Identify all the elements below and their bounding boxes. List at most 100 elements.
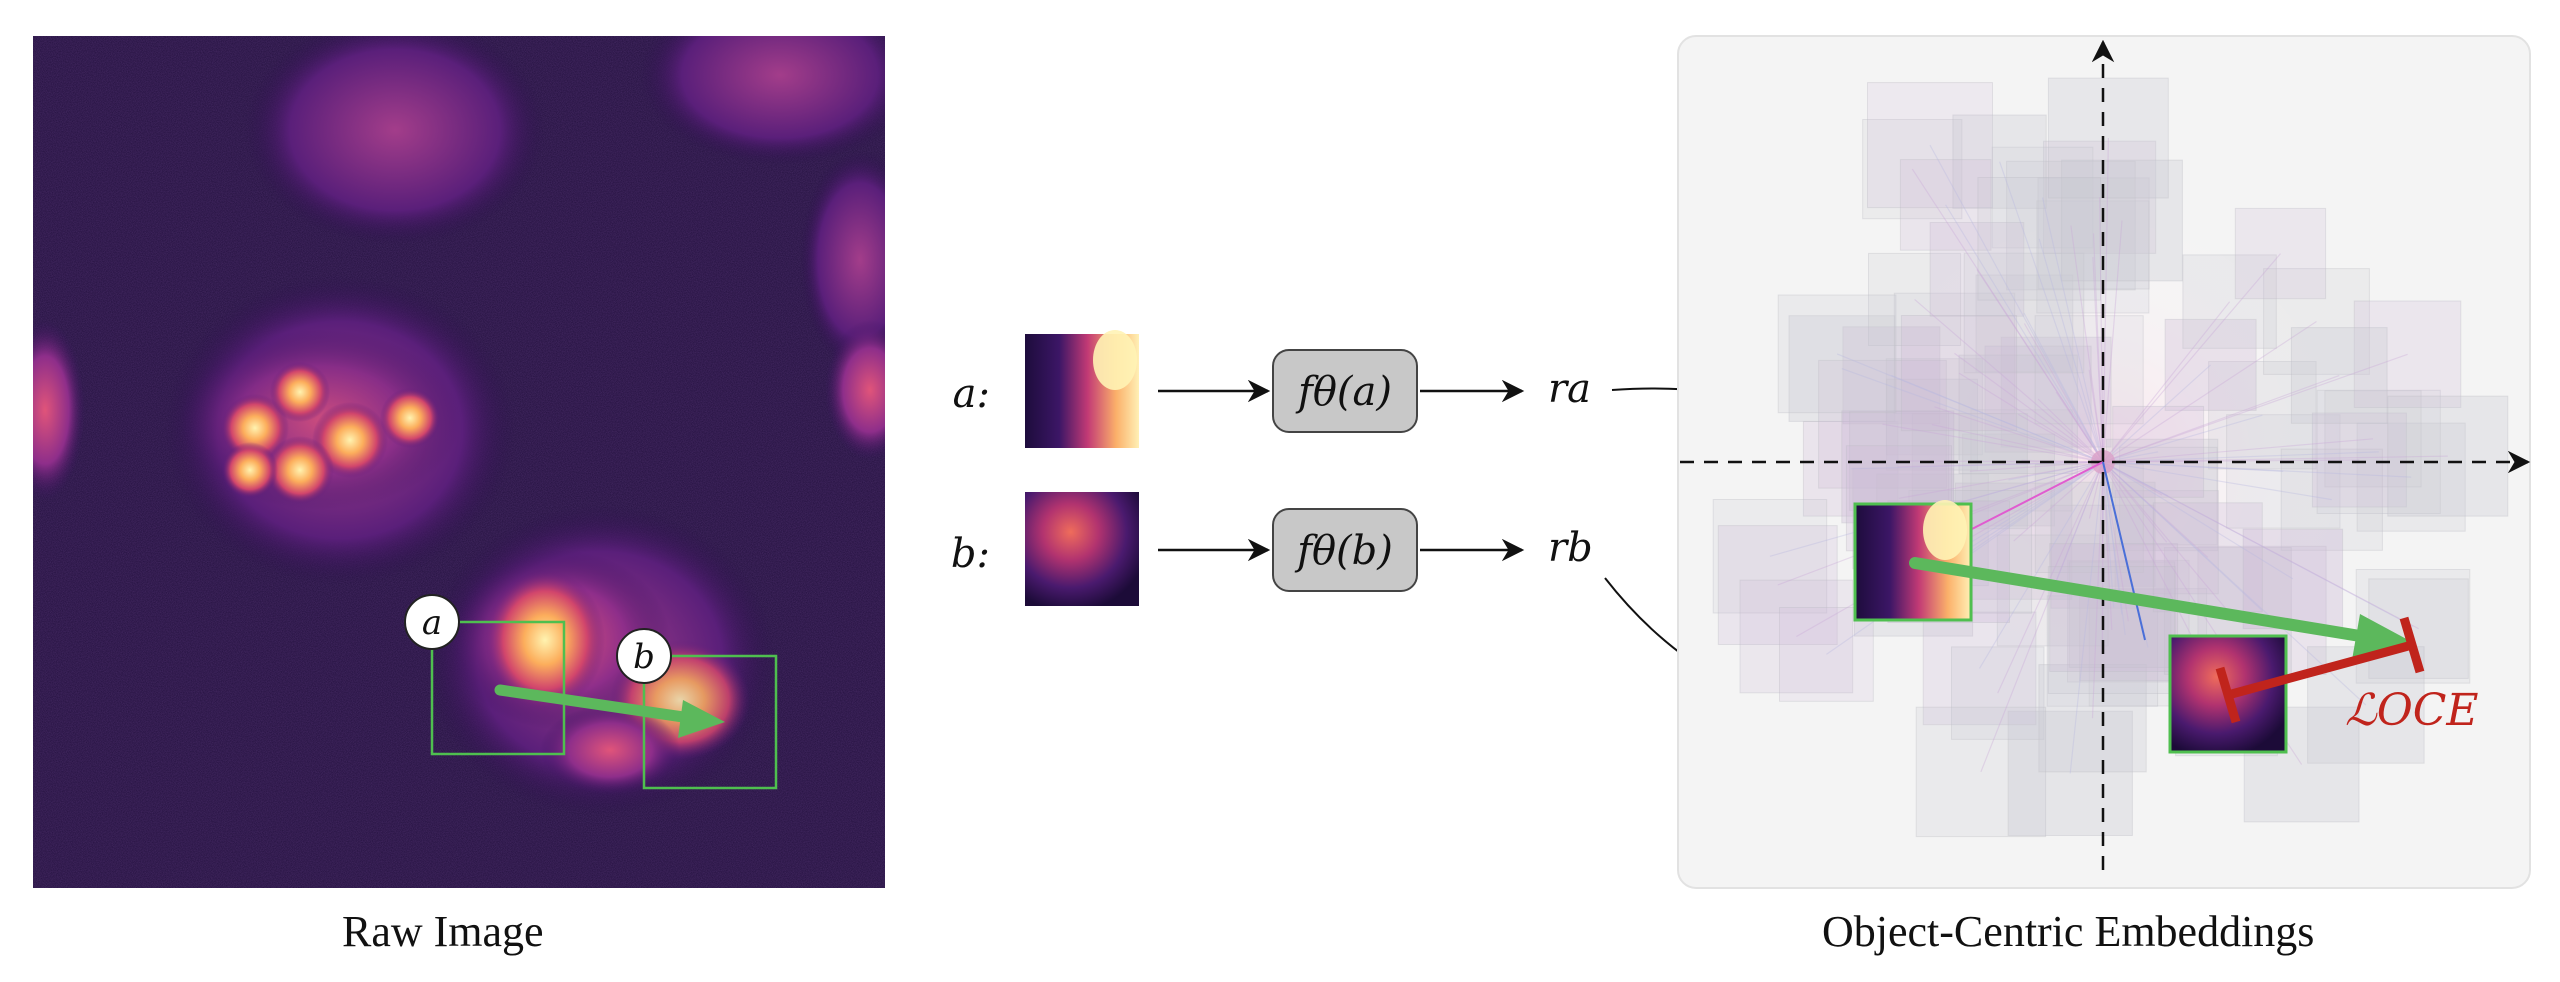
embedding-ray: [1954, 352, 2104, 463]
embedding-tile: [2164, 318, 2257, 411]
embedding-ray: [1911, 168, 2104, 463]
embedding-tile: [1951, 646, 2045, 740]
embedding-ray: [2102, 461, 2284, 472]
embedding-ray: [2092, 256, 2104, 463]
embedding-ray: [2037, 398, 2104, 463]
embedding-tile: [1779, 607, 1874, 702]
label-circle-b: [616, 628, 672, 684]
embedding-ray: [2102, 461, 2126, 636]
embedding-tile: [1788, 315, 1896, 422]
embedding-tile: [2182, 254, 2277, 349]
embedding-tile: [2037, 177, 2150, 290]
embedding-ray: [2070, 225, 2104, 463]
embedding-tile: [1977, 177, 2102, 301]
embedding-tile: [1868, 252, 1962, 346]
embedding-tile: [2061, 159, 2183, 282]
embedding-tile: [2242, 528, 2344, 630]
embedding-ray: [2102, 374, 2340, 463]
output-label-rb: rb: [1548, 525, 1593, 571]
embedding-ray: [2102, 461, 2168, 543]
pipeline-row-b: b: fθ(b) rb: [951, 492, 1593, 606]
embedding-tile: [2112, 405, 2205, 498]
embedding-ray: [2052, 461, 2104, 591]
embedding-tile: [1867, 82, 1993, 209]
embedding-ray: [2102, 353, 2408, 463]
embedding-tile: [1739, 579, 1854, 694]
embedding-ray: [1945, 204, 2104, 463]
embedding-tile: [1893, 292, 2016, 415]
embedding-ray: [2023, 323, 2104, 463]
embedding-tile: [1975, 274, 2074, 373]
embedding-tile: [1885, 358, 1983, 456]
embedding-tile: [1922, 611, 2037, 726]
embedding-tile: [1963, 252, 2085, 374]
embedding-ray: [2102, 301, 2231, 463]
embedding-ray: [1914, 298, 2104, 463]
embedding-tile: [2152, 502, 2263, 613]
embedding-ray: [1931, 424, 2104, 463]
embedding-ray: [2099, 197, 2104, 463]
embedding-tile: [1984, 345, 2092, 453]
embedding-tile: [1712, 499, 1828, 614]
embedding-ray: [1850, 461, 2104, 470]
embedding-ray: [1934, 406, 2104, 463]
crop-box-b: [642, 654, 778, 790]
embedding-ray: [1929, 144, 2104, 463]
embedding-ray: [1958, 372, 2104, 463]
embedding-ray: [1891, 374, 2104, 463]
embedding-tile: [1991, 146, 2094, 249]
embedding-tile: [1900, 315, 2018, 432]
raw-image: a b: [33, 36, 885, 888]
embedding-ray: [2102, 461, 2113, 631]
caption-object-centric-embeddings: Object-Centric Embeddings: [1822, 907, 2315, 956]
output-label-ra: ra: [1548, 366, 1591, 412]
embedding-ray: [2102, 364, 2212, 463]
embedding-ray: [2102, 461, 2229, 612]
embedding-tile: [2280, 448, 2383, 551]
embedding-tile: [2105, 438, 2219, 552]
embedding-tile: [1842, 326, 1941, 425]
embedding-tile: [2000, 336, 2112, 448]
embedding-ray: [1976, 269, 2104, 463]
embedding-tile: [2226, 414, 2341, 529]
embedding-ray: [2102, 253, 2281, 463]
loss-bar-cap-end: [2399, 616, 2425, 674]
embedding-tile: [1929, 222, 2025, 317]
embedding-ray: [1841, 368, 2104, 463]
embedding-rays: [1769, 137, 2448, 774]
green-arrowhead-embedding: [2352, 614, 2412, 660]
label-circle-a: [404, 594, 460, 650]
green-arrowhead-raw: [678, 700, 725, 738]
embedding-ray: [2013, 461, 2104, 542]
label-b: b: [633, 637, 655, 677]
embedding-ray: [2088, 369, 2104, 463]
embedding-tile: [2043, 140, 2157, 254]
embedding-tile: [2311, 412, 2407, 508]
embedding-ray: [1978, 461, 2104, 669]
embedding-ray: [2041, 197, 2104, 463]
embedding-tile: [2234, 207, 2327, 300]
embedding-tile: [2353, 300, 2462, 408]
caption-raw-image: Raw Image: [342, 907, 544, 956]
green-arrow-raw: [494, 684, 696, 724]
embedding-ray: [2102, 461, 2115, 608]
green-arrow-embedding: [1909, 557, 2366, 642]
crop-box-a: [430, 620, 566, 756]
embedding-ray: [2102, 461, 2263, 611]
input-label-a: a:: [953, 371, 990, 417]
embedding-ray: [2102, 451, 2379, 463]
embedding-ray: [2102, 461, 2419, 630]
embedding-ray: [1999, 161, 2104, 463]
embedding-ray: [1898, 461, 2104, 499]
pipeline-row-a: a: fθ(a) ra: [953, 330, 1591, 448]
embedding-ray: [1980, 461, 2104, 773]
embedding-ray: [2023, 312, 2104, 463]
embedding-ray: [1882, 423, 2104, 463]
embedding-tile: [2034, 315, 2144, 425]
loss-label: ℒOCE: [2345, 685, 2479, 736]
embedding-tile: [2263, 268, 2370, 375]
embedding-ray: [2102, 461, 2332, 501]
crop-thumbnail-b: [1025, 492, 1139, 606]
embedding-ray: [2102, 220, 2123, 463]
